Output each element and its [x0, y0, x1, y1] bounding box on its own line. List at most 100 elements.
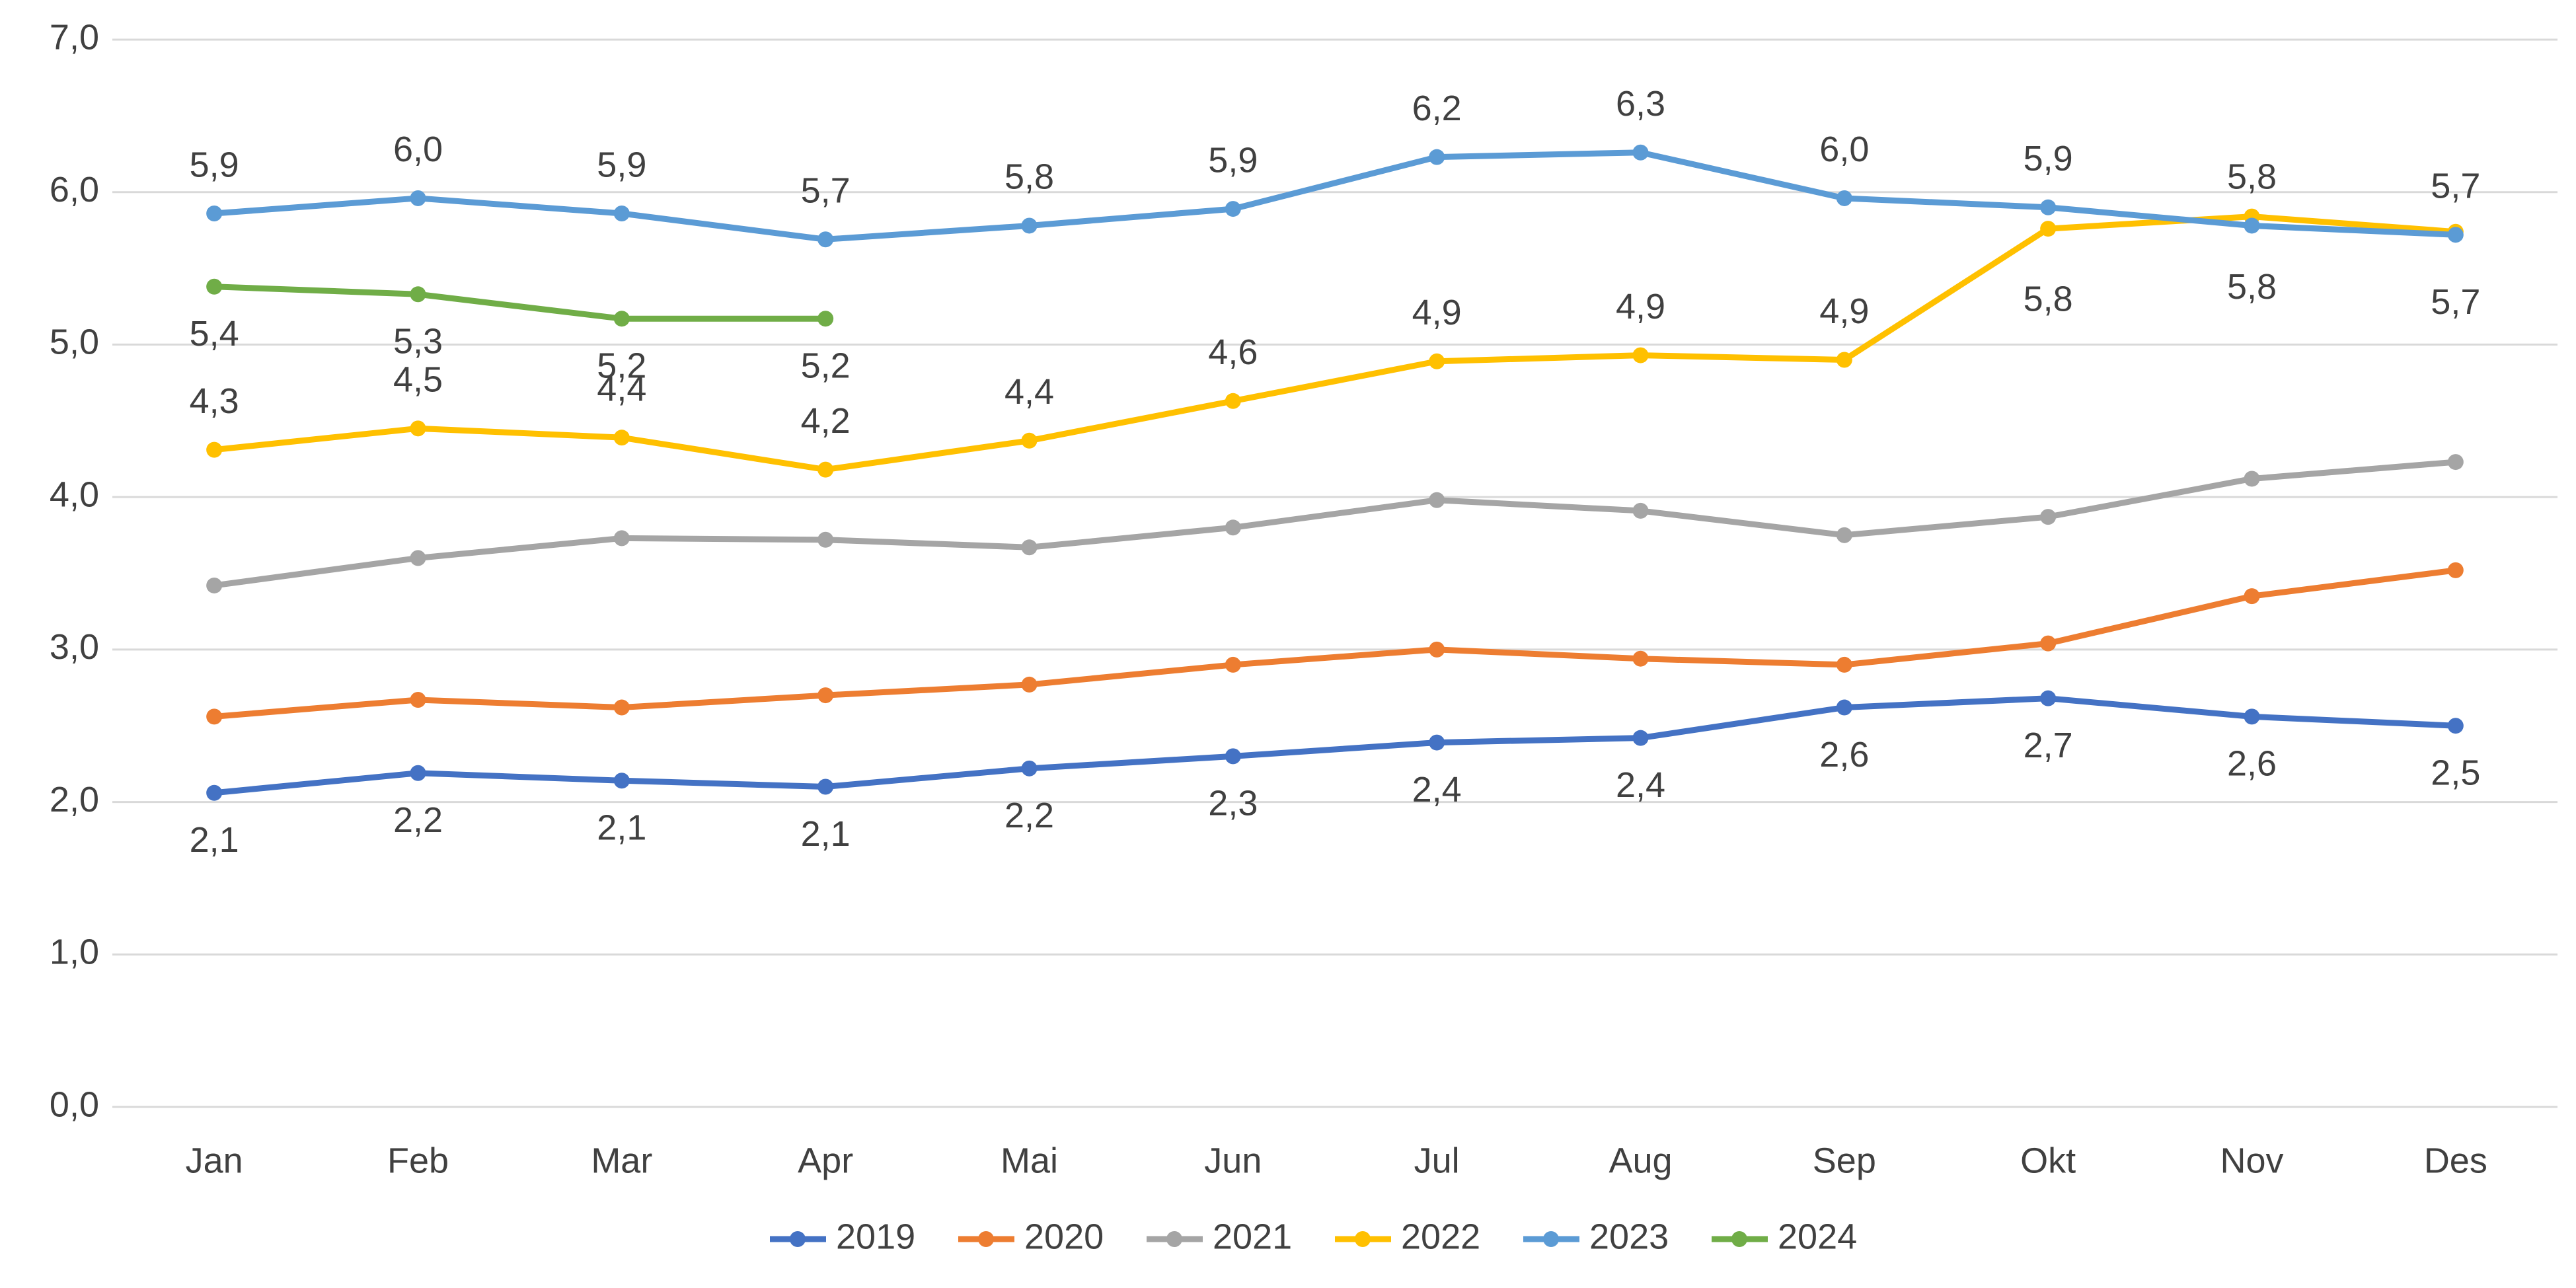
data-label: 5,9	[2024, 139, 2073, 178]
data-label: 6,2	[1412, 89, 1462, 128]
series-line	[213, 149, 2456, 243]
marker	[613, 530, 630, 547]
marker	[817, 311, 834, 327]
marker	[1632, 144, 1649, 161]
marker	[1225, 201, 1241, 217]
legend-label: 2021	[1213, 1217, 1292, 1256]
x-tick-label: Mai	[1001, 1141, 1058, 1180]
data-label: 5,9	[190, 145, 239, 184]
data-label: 4,4	[597, 369, 646, 408]
legend-label: 2024	[1778, 1217, 1857, 1256]
marker	[2040, 221, 2057, 237]
series-line	[213, 567, 2456, 720]
legend-marker	[1355, 1231, 1371, 1247]
data-label: 2,4	[1412, 770, 1462, 810]
y-tick-label: 7,0	[50, 17, 99, 57]
data-label: 6,3	[1616, 84, 1665, 124]
data-label: 4,6	[1208, 332, 1258, 372]
marker	[2040, 199, 2057, 215]
x-tick-label: Nov	[2220, 1141, 2283, 1180]
data-label: 4,9	[1616, 287, 1665, 326]
data-label: 2,6	[1819, 735, 1869, 775]
x-tick-label: Jun	[1204, 1141, 1262, 1180]
marker	[613, 773, 630, 789]
y-tick-label: 1,0	[50, 932, 99, 972]
data-label: 2,7	[2024, 726, 2073, 765]
data-label: 5,8	[1004, 157, 1054, 197]
data-label: 5,8	[2227, 267, 2277, 307]
marker	[1632, 347, 1649, 363]
data-label: 5,3	[393, 322, 443, 361]
y-tick-label: 5,0	[50, 322, 99, 362]
marker	[1632, 650, 1649, 667]
marker	[1021, 432, 1038, 449]
x-tick-label: Aug	[1609, 1141, 1672, 1180]
series-line	[213, 213, 2456, 473]
marker	[1021, 760, 1038, 777]
data-label: 2,6	[2227, 744, 2277, 784]
marker	[2447, 454, 2464, 471]
data-label: 5,2	[801, 346, 851, 385]
data-label: 2,1	[801, 814, 851, 854]
marker	[2447, 562, 2464, 578]
y-tick-label: 0,0	[50, 1084, 99, 1124]
data-label: 2,4	[1616, 765, 1665, 805]
data-label: 4,9	[1412, 293, 1462, 332]
marker	[1836, 527, 1852, 543]
marker	[1836, 352, 1852, 368]
data-label: 6,0	[1819, 130, 1869, 169]
x-tick-label: Des	[2424, 1141, 2487, 1180]
data-label: 2,1	[597, 808, 646, 848]
x-tick-label: Okt	[2020, 1141, 2076, 1180]
marker	[410, 765, 426, 781]
data-label: 5,8	[2024, 279, 2073, 319]
legend-label: 2019	[836, 1217, 915, 1256]
marker	[1021, 217, 1038, 234]
data-label: 5,7	[2431, 167, 2480, 206]
marker	[817, 531, 834, 548]
x-tick-label: Sep	[1813, 1141, 1876, 1180]
marker	[2040, 509, 2057, 525]
legend-marker	[790, 1231, 806, 1247]
x-tick-label: Mar	[591, 1141, 652, 1180]
marker	[1429, 149, 1445, 165]
marker	[1632, 502, 1649, 519]
legend-marker	[1166, 1231, 1182, 1247]
marker	[1429, 734, 1445, 751]
marker	[1429, 641, 1445, 658]
data-label: 5,9	[597, 145, 646, 184]
data-label: 5,4	[190, 314, 239, 354]
marker	[206, 577, 223, 593]
data-label: 5,2	[597, 346, 646, 385]
marker	[2244, 217, 2260, 234]
x-tick-label: Apr	[798, 1141, 853, 1180]
legend-label: 2023	[1589, 1217, 1669, 1256]
marker	[817, 778, 834, 795]
marker	[206, 708, 223, 725]
data-label: 2,3	[1208, 784, 1258, 823]
data-label: 2,2	[393, 800, 443, 840]
marker	[817, 231, 834, 248]
data-label: 2,5	[2431, 753, 2480, 792]
x-tick-label: Jul	[1414, 1141, 1460, 1180]
data-label: 6,0	[393, 130, 443, 169]
data-label: 5,7	[801, 171, 851, 211]
marker	[613, 430, 630, 446]
data-label: 4,2	[801, 401, 851, 441]
data-label: 5,7	[2431, 282, 2480, 322]
marker	[1836, 699, 1852, 716]
legend-marker	[978, 1231, 994, 1247]
data-label: 4,4	[1004, 372, 1054, 412]
marker	[2447, 227, 2464, 243]
legend-marker	[1731, 1231, 1747, 1247]
marker	[206, 206, 223, 222]
marker	[410, 420, 426, 437]
data-label: 5,9	[1208, 140, 1258, 180]
marker	[1225, 519, 1241, 536]
x-tick-label: Jan	[186, 1141, 243, 1180]
data-label: 2,2	[1004, 796, 1054, 835]
marker	[206, 784, 223, 801]
marker	[1429, 353, 1445, 369]
marker	[1225, 656, 1241, 673]
